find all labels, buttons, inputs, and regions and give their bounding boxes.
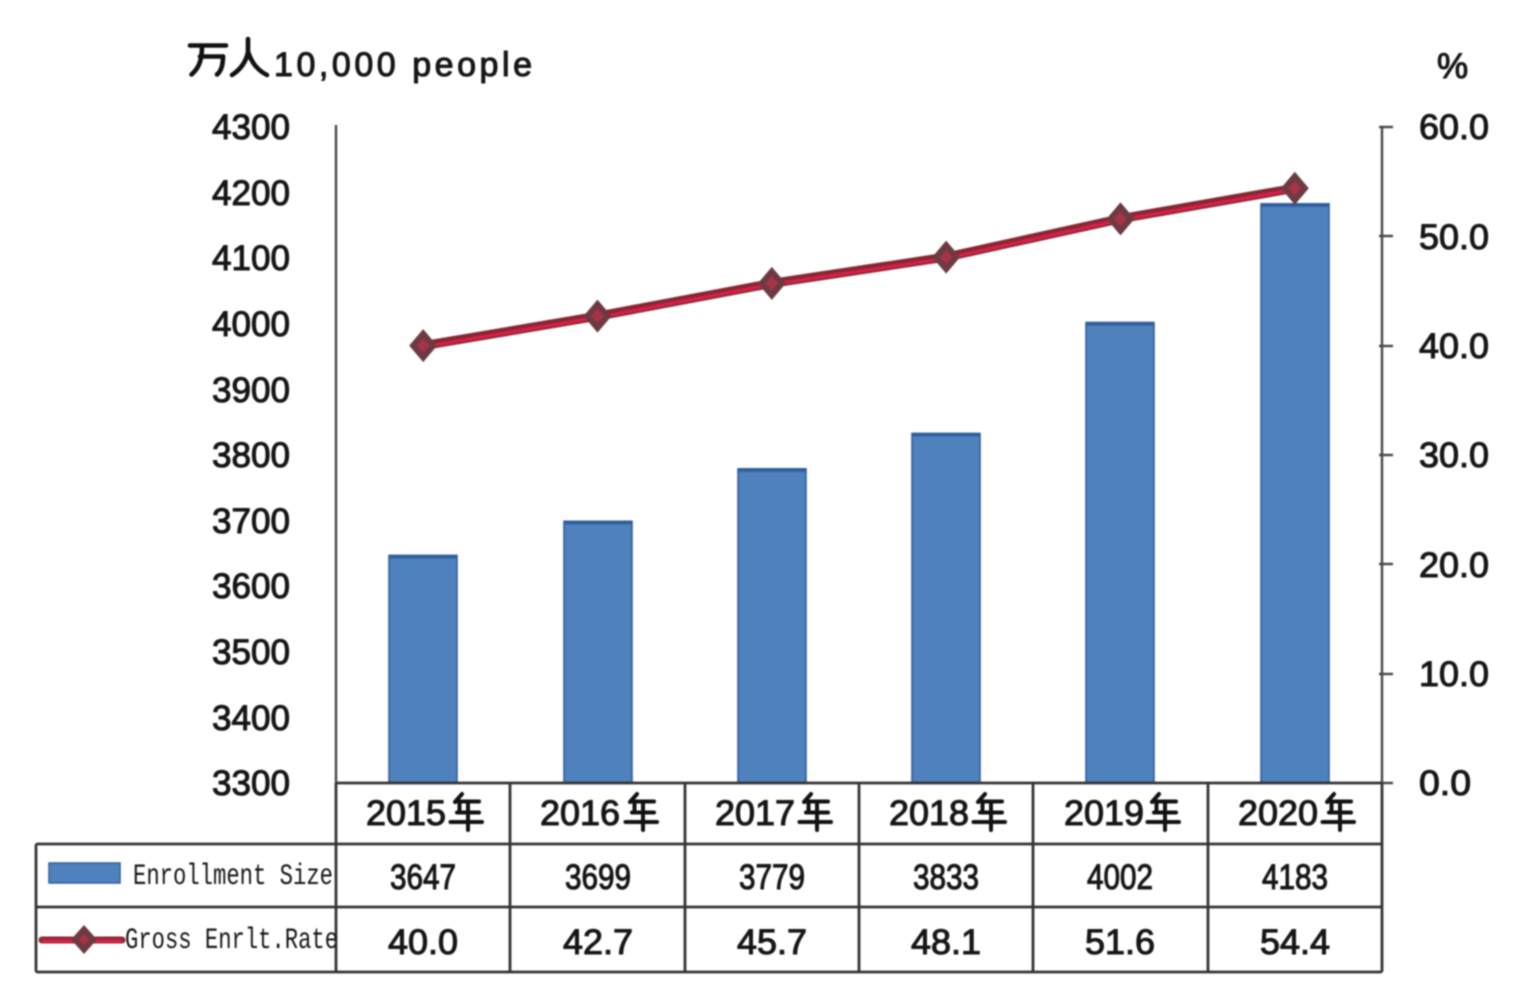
svg-text:Gross Enrlt.Rate: Gross Enrlt.Rate <box>125 924 338 958</box>
svg-text:3600: 3600 <box>212 567 290 606</box>
svg-text:3400: 3400 <box>212 699 290 738</box>
svg-text:4300: 4300 <box>212 108 290 147</box>
svg-text:48.1: 48.1 <box>911 923 981 962</box>
svg-text:3700: 3700 <box>212 502 290 541</box>
svg-text:4100: 4100 <box>212 239 290 278</box>
svg-text:3500: 3500 <box>212 633 290 672</box>
svg-text:3833: 3833 <box>913 858 979 897</box>
svg-text:4000: 4000 <box>212 305 290 344</box>
svg-text:3699: 3699 <box>565 858 631 897</box>
svg-text:3800: 3800 <box>212 436 290 475</box>
svg-text:3779: 3779 <box>739 858 805 897</box>
svg-text:60.0: 60.0 <box>1419 108 1489 147</box>
svg-text:2016: 2016 <box>540 794 620 833</box>
svg-text:40.0: 40.0 <box>388 923 458 962</box>
svg-text:45.7: 45.7 <box>737 923 807 962</box>
svg-text:Enrollment Size: Enrollment Size <box>133 860 333 894</box>
svg-text:4183: 4183 <box>1262 858 1328 897</box>
svg-text:40.0: 40.0 <box>1419 327 1489 366</box>
svg-text:54.4: 54.4 <box>1260 923 1330 962</box>
svg-text:2017: 2017 <box>715 794 795 833</box>
svg-text:42.7: 42.7 <box>563 923 633 962</box>
svg-text:20.0: 20.0 <box>1419 546 1489 585</box>
svg-text:51.6: 51.6 <box>1085 923 1155 962</box>
svg-text:%: % <box>1437 47 1468 86</box>
svg-text:2018: 2018 <box>889 794 969 833</box>
svg-text:2015: 2015 <box>366 794 446 833</box>
svg-text:3300: 3300 <box>212 764 290 803</box>
svg-text:2020: 2020 <box>1238 794 1318 833</box>
svg-text:3900: 3900 <box>212 371 290 410</box>
svg-text:10,000 people: 10,000 people <box>274 46 532 84</box>
svg-text:2019: 2019 <box>1064 794 1144 833</box>
svg-text:4200: 4200 <box>212 174 290 213</box>
svg-text:30.0: 30.0 <box>1419 436 1489 475</box>
svg-text:50.0: 50.0 <box>1419 218 1489 257</box>
svg-text:0.0: 0.0 <box>1419 764 1471 803</box>
svg-text:10.0: 10.0 <box>1419 655 1489 694</box>
svg-text:3647: 3647 <box>390 858 456 897</box>
svg-text:4002: 4002 <box>1087 858 1153 897</box>
